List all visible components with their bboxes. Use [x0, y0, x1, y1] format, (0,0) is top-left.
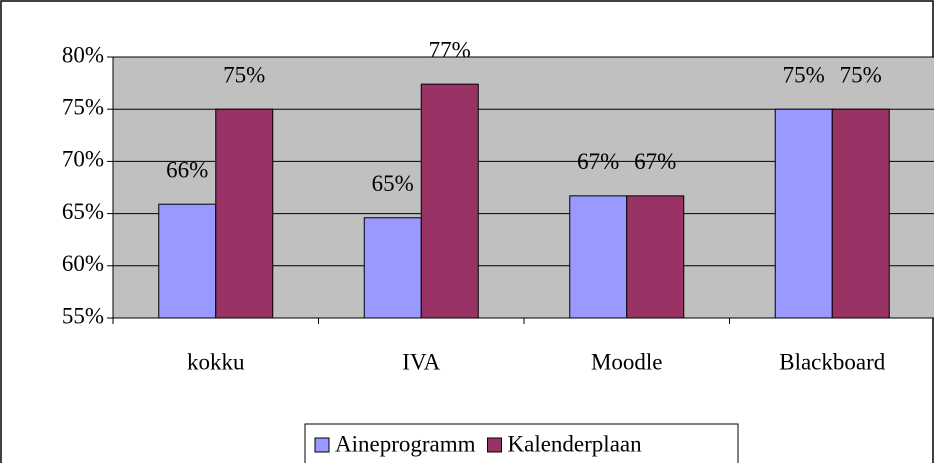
bar — [363, 217, 422, 319]
legend-swatch — [487, 437, 503, 453]
bar — [158, 203, 217, 319]
legend-swatch — [314, 437, 330, 453]
data-label: 75% — [783, 62, 825, 87]
bar — [569, 195, 628, 319]
x-tick-label: kokku — [187, 349, 245, 374]
bar — [774, 108, 833, 319]
y-tick-label: 75% — [62, 94, 104, 119]
data-label: 75% — [223, 62, 265, 87]
x-tick-label: IVA — [402, 349, 440, 374]
y-tick-label: 70% — [62, 147, 104, 172]
y-tick-label: 60% — [62, 251, 104, 276]
data-label: 67% — [577, 149, 619, 174]
data-label: 75% — [840, 62, 882, 87]
bar — [420, 83, 479, 319]
y-tick-label: 55% — [62, 303, 104, 328]
data-label: 66% — [166, 157, 208, 182]
bar — [831, 108, 890, 319]
x-tick-label: Moodle — [591, 349, 663, 374]
bar — [215, 108, 274, 319]
y-tick-label: 80% — [62, 42, 104, 67]
legend-label: Kalenderplaan — [508, 431, 643, 456]
x-tick-label: Blackboard — [779, 349, 886, 374]
data-label: 77% — [429, 37, 471, 62]
data-label: 65% — [372, 171, 414, 196]
legend-label: Aineprogramm — [335, 431, 476, 456]
bar — [626, 195, 685, 319]
legend-box — [304, 423, 739, 463]
y-tick-label: 65% — [62, 199, 104, 224]
data-label: 67% — [634, 149, 676, 174]
